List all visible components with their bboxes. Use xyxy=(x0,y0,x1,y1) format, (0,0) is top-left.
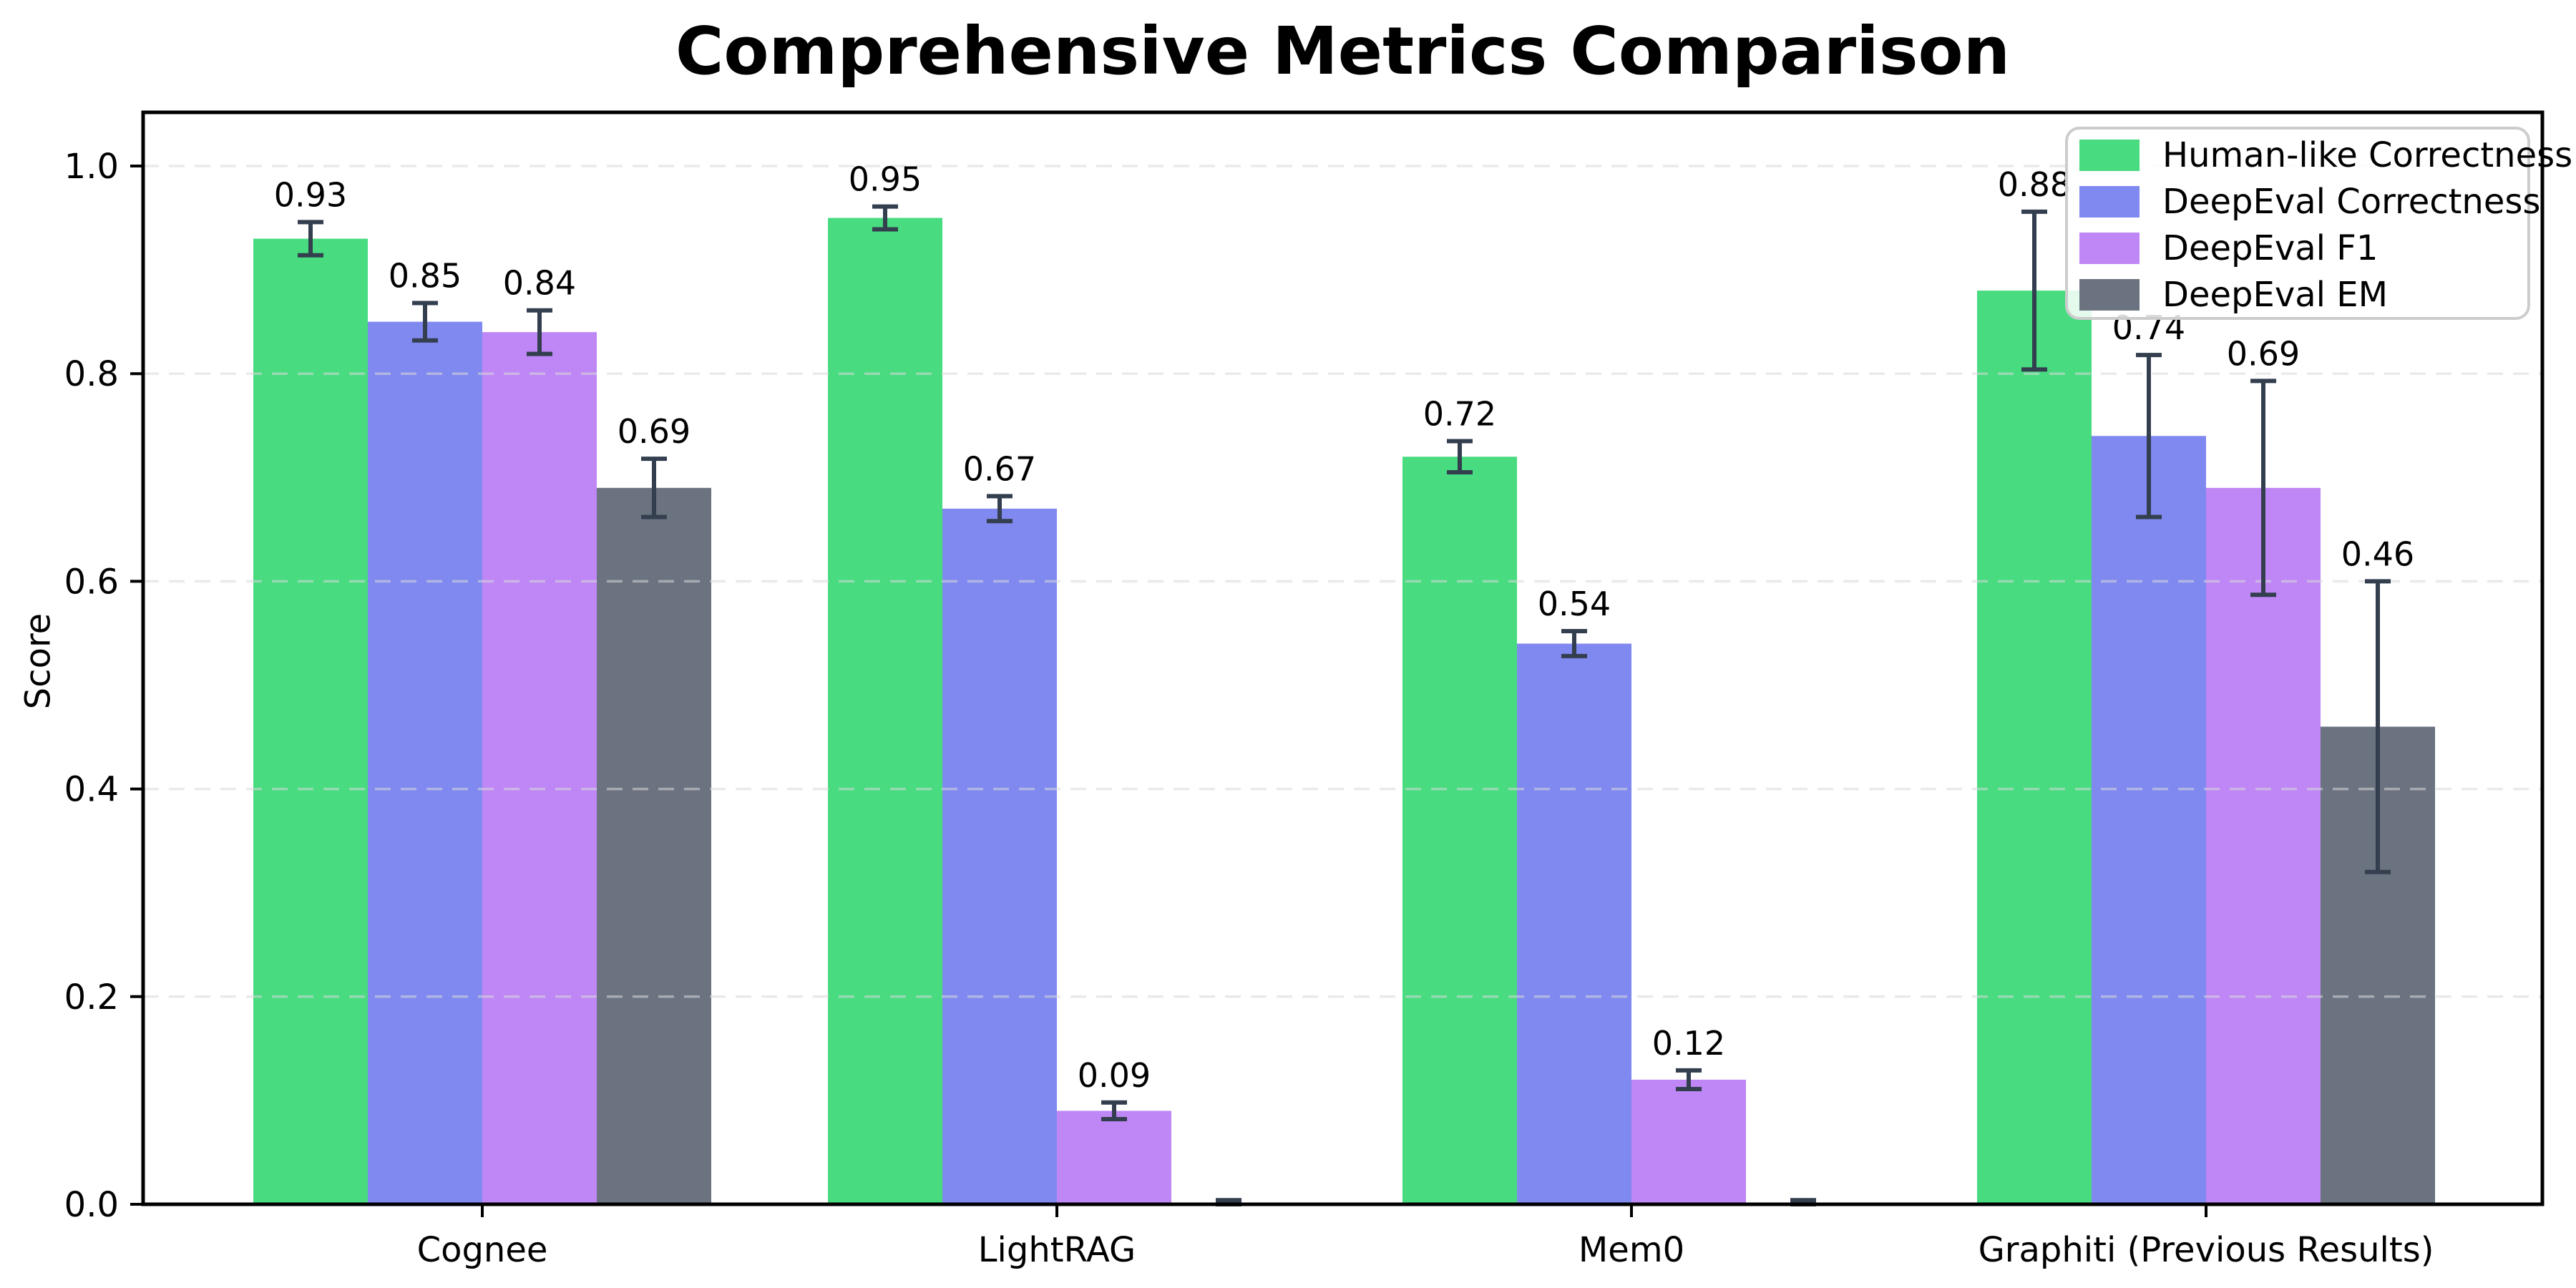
y-tick-label: 0.8 xyxy=(64,354,119,394)
bar-human-like-correctness-2 xyxy=(1402,457,1517,1204)
bar-deepeval-em-0 xyxy=(597,487,711,1204)
bar-human-like-correctness-0 xyxy=(253,238,368,1204)
y-tick-label: 0.4 xyxy=(64,770,119,810)
legend-swatch-3 xyxy=(2079,279,2140,311)
bar-value-label: 0.95 xyxy=(849,160,922,199)
bar-value-label: 0.88 xyxy=(1998,165,2071,204)
bar-deepeval-f1-3 xyxy=(2206,487,2321,1204)
x-tick-label: Mem0 xyxy=(1579,1230,1684,1270)
legend-box xyxy=(2065,127,2530,320)
bar-deepeval-correctness-3 xyxy=(2092,436,2206,1204)
bar-value-label: 0.69 xyxy=(618,412,691,451)
y-tick-label: 0.2 xyxy=(64,977,119,1018)
axes-border xyxy=(141,110,2545,1206)
y-tick-label: 0.6 xyxy=(64,562,119,602)
bar-human-like-correctness-3 xyxy=(1977,291,2092,1204)
bar-deepeval-f1-0 xyxy=(482,332,597,1204)
legend-swatch-1 xyxy=(2079,186,2140,218)
bar-value-label: 0.84 xyxy=(503,264,576,303)
bar-deepeval-correctness-2 xyxy=(1517,643,1631,1204)
bar-deepeval-correctness-1 xyxy=(942,508,1057,1204)
legend-label-3: DeepEval EM xyxy=(2162,275,2388,315)
bar-value-label: 0.93 xyxy=(274,175,347,214)
bar-deepeval-correctness-0 xyxy=(368,321,482,1204)
legend-label-0: Human-like Correctness xyxy=(2162,135,2572,175)
bar-human-like-correctness-1 xyxy=(828,218,942,1204)
bar-deepeval-f1-1 xyxy=(1057,1111,1171,1204)
bar-value-label: 0.72 xyxy=(1423,395,1496,434)
x-tick-label: LightRAG xyxy=(978,1230,1136,1270)
legend-label-2: DeepEval F1 xyxy=(2162,228,2378,268)
bar-value-label: 0.67 xyxy=(963,449,1036,488)
legend-label-1: DeepEval Correctness xyxy=(2162,182,2540,222)
x-tick-label: Graphiti (Previous Results) xyxy=(1979,1230,2434,1270)
bar-value-label: 0.54 xyxy=(1538,585,1611,623)
bar-value-label: 0.12 xyxy=(1652,1024,1725,1063)
chart-title: Comprehensive Metrics Comparison xyxy=(675,13,2011,89)
y-tick-label: 0.0 xyxy=(64,1185,119,1225)
bar-value-label: 0.69 xyxy=(2227,334,2300,373)
bar-value-label: 0.85 xyxy=(389,257,462,296)
bar-value-label: 0.09 xyxy=(1078,1056,1151,1095)
bar-deepeval-f1-2 xyxy=(1631,1079,1746,1204)
legend-swatch-2 xyxy=(2079,233,2140,264)
legend-swatch-0 xyxy=(2079,140,2140,171)
bar-value-label: 0.46 xyxy=(2341,535,2414,573)
x-tick-label: Cognee xyxy=(417,1230,548,1270)
y-tick-label: 1.0 xyxy=(64,147,119,187)
